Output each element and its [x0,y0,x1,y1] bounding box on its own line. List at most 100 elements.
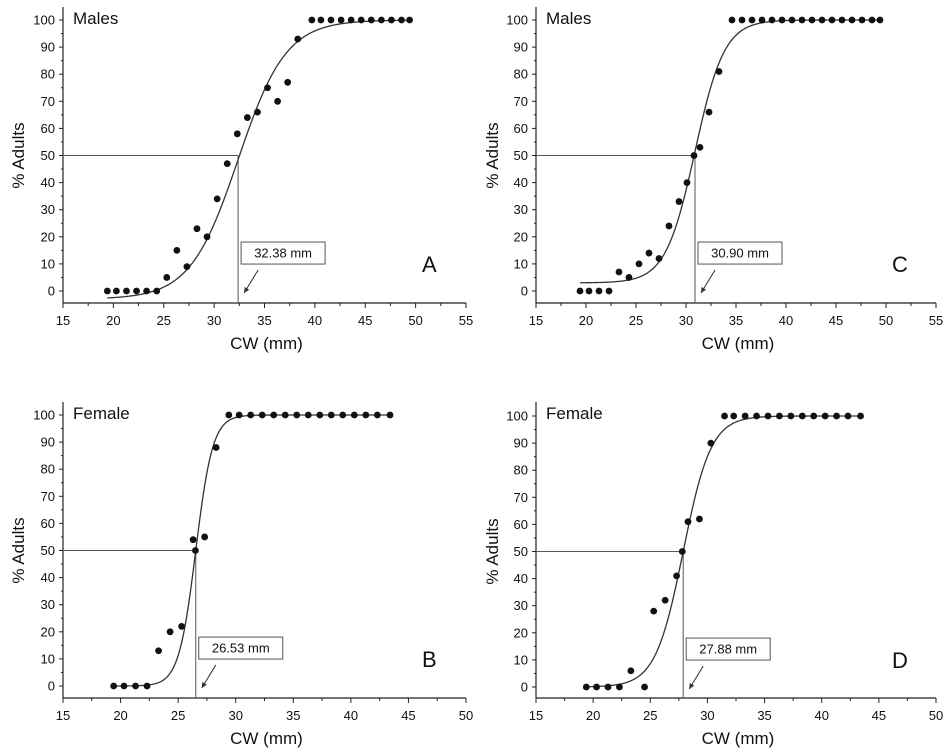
y-tick-label: 40 [41,175,55,190]
panel-letter: C [892,252,908,277]
y-tick-label: 90 [514,40,528,55]
data-point [398,16,405,24]
y-tick-label: 90 [41,435,55,450]
data-point [316,411,324,419]
x-tick-label: 55 [459,313,473,328]
data-point [173,246,181,254]
y-axis-title: % Adults [9,517,28,583]
data-point [721,412,728,420]
data-point [582,683,590,691]
data-point [650,607,658,615]
data-point [798,412,806,420]
data-point [362,411,370,419]
data-point [665,222,673,230]
x-tick-label: 25 [629,313,643,328]
data-point [655,255,663,262]
y-tick-label: 0 [48,284,55,299]
l50-label: 30.90 mm [711,246,769,261]
data-point [293,411,301,419]
data-point [738,16,746,24]
data-point [274,97,281,105]
x-tick-label: 25 [171,708,185,723]
data-point [616,683,623,691]
data-point [776,412,783,420]
data-point [833,412,840,420]
data-point [166,628,174,636]
data-point [270,411,278,419]
x-tick-label: 20 [113,708,127,723]
data-point [728,16,736,24]
y-tick-label: 60 [514,517,528,532]
y-tick-label: 50 [514,544,528,559]
data-point [112,287,120,295]
data-point [705,108,713,116]
x-tick-label: 15 [529,313,543,328]
data-point [327,411,335,419]
x-tick-label: 30 [679,313,693,328]
panel-title: Males [546,9,591,28]
data-point [339,411,347,419]
y-tick-label: 30 [41,202,55,217]
x-tick-label: 45 [829,313,843,328]
data-point [233,130,241,138]
y-tick-label: 20 [514,625,528,640]
y-tick-label: 0 [48,679,55,694]
data-point [858,16,866,24]
data-point [133,287,140,295]
data-point [627,667,635,675]
data-point [810,412,818,420]
x-tick-label: 45 [401,708,415,723]
data-point [153,287,161,295]
data-point [347,16,355,24]
chart-panel-a: 0 10 20 30 40 50 60 70 80 90 100 15 20 25 30 35 40 45 50 55… [9,7,473,353]
data-point [828,16,836,24]
data-point [357,16,365,24]
y-tick-label: 10 [41,651,55,666]
x-tick-label: 35 [757,708,771,723]
data-point [373,411,381,419]
data-point [641,683,648,691]
data-point [213,195,221,203]
data-point [406,16,413,24]
l50-arrowhead [244,287,250,293]
l50-label: 26.53 mm [212,641,270,656]
x-tick-label: 45 [358,313,372,328]
y-tick-label: 30 [514,202,528,217]
panel-letter: B [422,647,437,672]
chart-panel-c: 0 10 20 30 40 50 60 70 80 90 100 15 20 25 30 35 40 45 50 55… [483,7,943,353]
x-axis-title: CW (mm) [702,334,775,353]
data-point [675,198,683,205]
data-point [367,16,375,24]
data-point [868,16,876,24]
data-point [155,647,162,655]
data-point [678,548,686,555]
x-axis-title: CW (mm) [230,729,303,748]
y-tick-label: 60 [514,121,528,136]
y-tick-label: 10 [514,256,528,271]
panel-title: Males [73,9,118,28]
data-point [625,274,633,281]
data-point [254,108,261,116]
data-point [684,518,692,526]
y-tick-label: 10 [514,652,528,667]
data-point [212,444,220,451]
x-tick-label: 25 [643,708,657,723]
data-point [294,35,302,43]
y-tick-label: 40 [514,175,528,190]
y-tick-label: 0 [521,284,528,299]
y-tick-label: 100 [506,13,528,28]
l50-arrowhead [201,682,207,688]
y-tick-label: 70 [41,489,55,504]
y-tick-label: 60 [41,121,55,136]
data-point [258,411,266,419]
y-tick-label: 30 [514,598,528,613]
data-point [120,682,128,690]
x-tick-label: 50 [459,708,473,723]
x-tick-label: 15 [56,313,70,328]
data-point [103,287,111,295]
data-point [808,16,816,24]
data-point [844,412,852,420]
y-tick-label: 20 [514,229,528,244]
data-point [388,16,395,24]
l50-label: 27.88 mm [699,642,757,657]
